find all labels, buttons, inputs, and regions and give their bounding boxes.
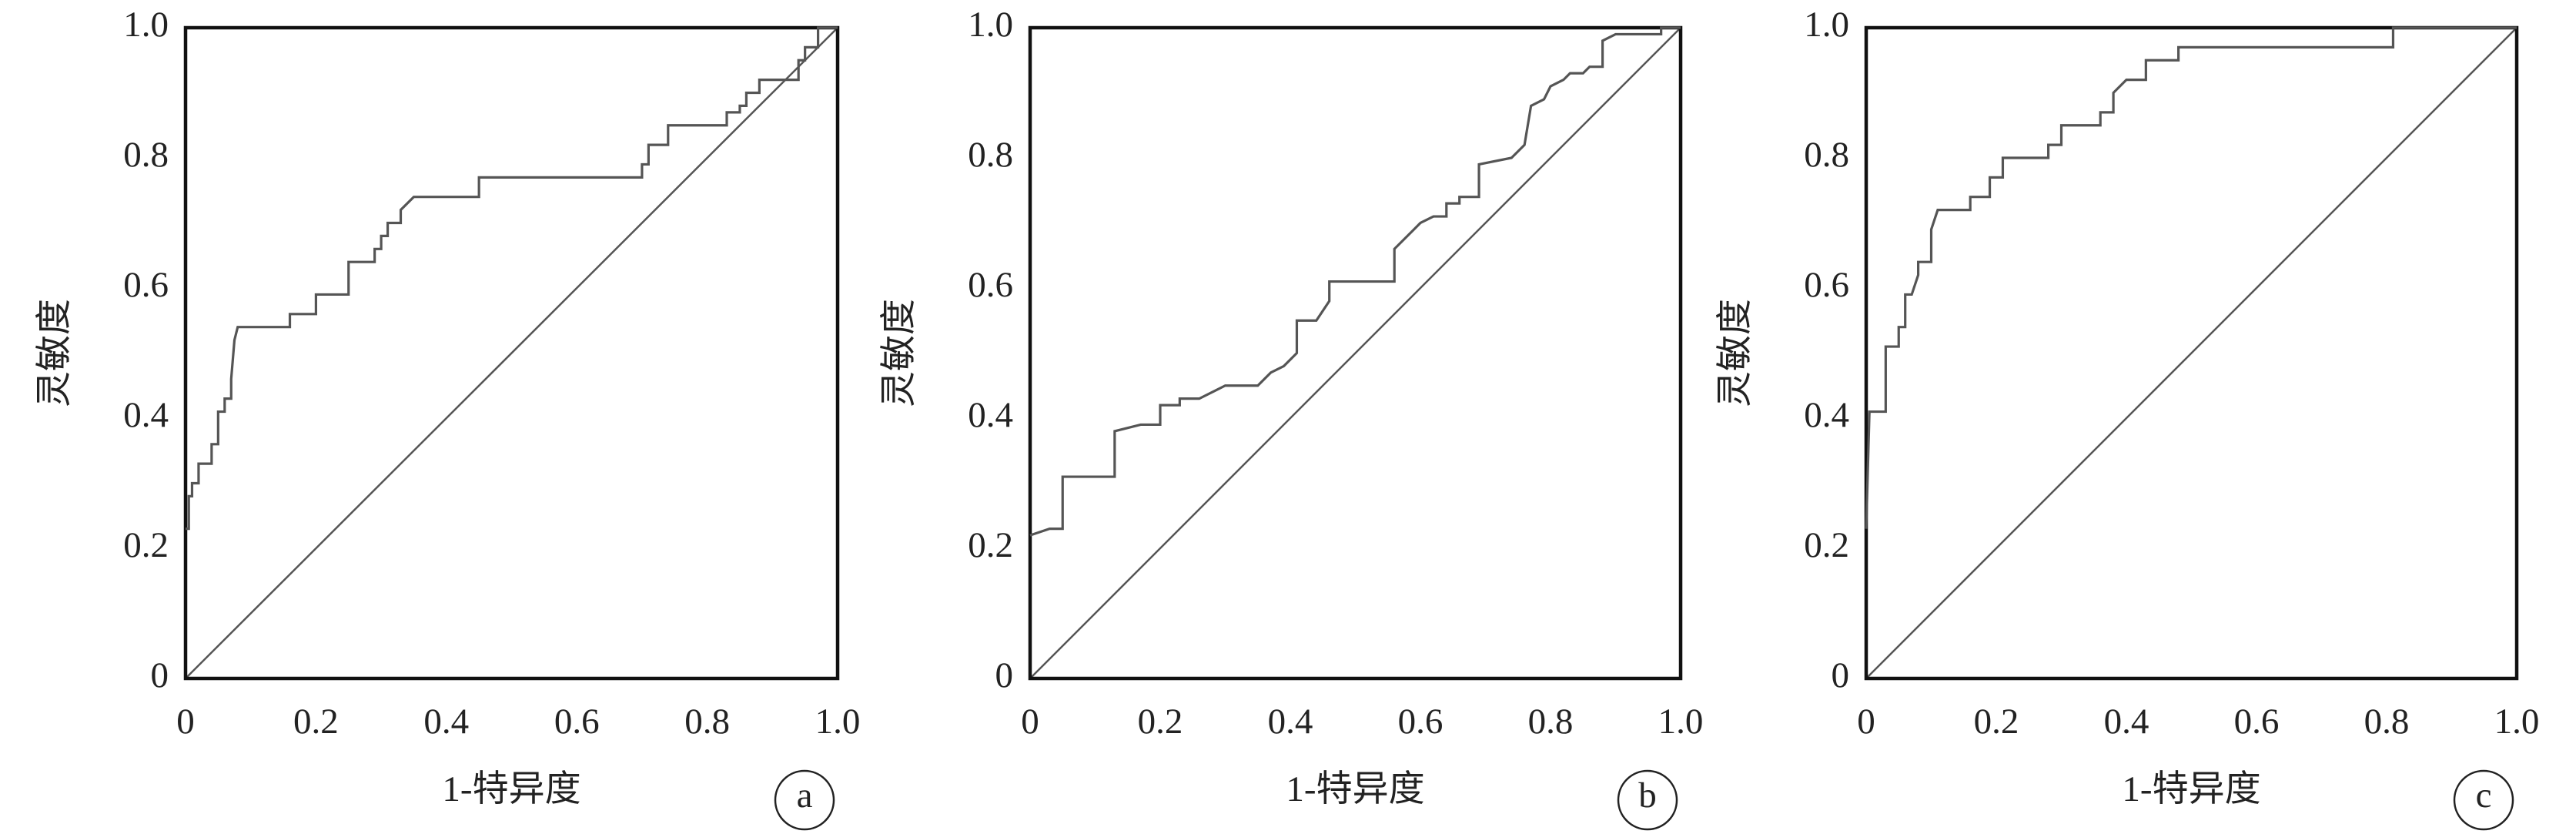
plot-frame <box>183 25 840 681</box>
x-tick-label: 0.6 <box>1398 702 1444 742</box>
panel-label-circle <box>1617 769 1678 831</box>
y-tick-label: 0.4 <box>1804 395 1849 435</box>
y-tick-label: 0.4 <box>123 395 169 435</box>
roc-curve <box>1029 26 1681 537</box>
y-tick-label: 0.4 <box>968 395 1013 435</box>
roc-curve <box>1865 26 2517 529</box>
x-tick-label: 0.4 <box>423 702 469 742</box>
y-tick-label: 0.2 <box>968 525 1013 565</box>
x-tick-label: 0.8 <box>2364 702 2410 742</box>
panel: 0 0.2 0.4 0.6 0.8 1.0 0 0.2 0.4 0.6 0.8 1.0 1-特异度 灵敏度… <box>879 5 1704 831</box>
panel-label-circle <box>774 769 835 831</box>
x-axis-label: 1-特异度 <box>1286 769 1424 809</box>
y-tick-label: 1.0 <box>968 5 1013 45</box>
x-tick-label: 0.6 <box>554 702 600 742</box>
y-axis-label: 灵敏度 <box>1715 299 1755 407</box>
y-tick-label: 0.6 <box>968 265 1013 305</box>
y-tick-label: 0.6 <box>123 265 169 305</box>
plot-frame <box>1028 25 1683 681</box>
x-tick-label: 0 <box>1857 702 1875 742</box>
reference-diagonal <box>1029 27 1681 679</box>
panel-label: b <box>1638 775 1657 816</box>
panel: 0 0.2 0.4 0.6 0.8 1.0 0 0.2 0.4 0.6 0.8 1.0 1-特异度 灵敏度… <box>1715 5 2540 831</box>
x-tick-label: 0.2 <box>1138 702 1183 742</box>
y-tick-label: 0 <box>995 655 1014 695</box>
x-tick-label: 0.4 <box>2104 702 2149 742</box>
x-tick-label: 0 <box>1021 702 1039 742</box>
y-tick-label: 0 <box>151 655 169 695</box>
x-tick-label: 1.0 <box>815 702 861 742</box>
roc-curve <box>186 26 838 531</box>
panel-label-circle <box>2453 769 2514 831</box>
x-tick-label: 0.2 <box>1974 702 2019 742</box>
reference-diagonal <box>1865 27 2517 679</box>
x-tick-label: 0.8 <box>1528 702 1574 742</box>
panel-label: c <box>2476 775 2492 816</box>
x-tick-label: 0 <box>176 702 195 742</box>
reference-diagonal <box>185 27 838 679</box>
x-tick-label: 1.0 <box>1658 702 1704 742</box>
x-tick-label: 0.4 <box>1268 702 1313 742</box>
x-axis-label: 1-特异度 <box>442 769 580 809</box>
y-tick-label: 0.6 <box>1804 265 1849 305</box>
x-axis-label: 1-特异度 <box>2122 769 2260 809</box>
panel-label: a <box>797 775 813 816</box>
y-axis-label: 灵敏度 <box>35 299 75 407</box>
x-tick-label: 1.0 <box>2494 702 2540 742</box>
y-tick-label: 0.8 <box>1804 135 1849 175</box>
y-tick-label: 0.2 <box>1804 525 1849 565</box>
y-tick-label: 0 <box>1832 655 1850 695</box>
y-tick-label: 0.8 <box>968 135 1013 175</box>
x-tick-label: 0.2 <box>293 702 339 742</box>
y-tick-label: 0.8 <box>123 135 169 175</box>
plot-frame <box>1864 25 2519 681</box>
x-tick-label: 0.6 <box>2234 702 2280 742</box>
y-tick-label: 0.2 <box>123 525 169 565</box>
y-axis-label: 灵敏度 <box>879 299 919 407</box>
y-tick-label: 1.0 <box>1804 5 1849 45</box>
x-tick-label: 0.8 <box>684 702 730 742</box>
y-tick-label: 1.0 <box>123 5 169 45</box>
panel: 0 0.2 0.4 0.6 0.8 1.0 0 0.2 0.4 0.6 0.8 1.0 1-特异度 灵敏度… <box>35 5 861 831</box>
